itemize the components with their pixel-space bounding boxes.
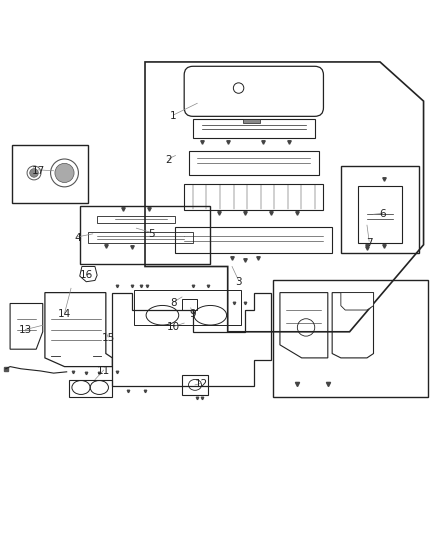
Text: 8: 8 [170, 298, 177, 309]
Bar [134, 290, 241, 325]
Text: 15: 15 [101, 333, 115, 343]
Text: 5: 5 [148, 229, 155, 239]
Bar [12, 144, 88, 204]
Text: 3: 3 [235, 277, 242, 287]
Bar [341, 166, 419, 254]
Text: 1: 1 [170, 111, 177, 122]
Text: 13: 13 [19, 325, 32, 335]
Text: 9: 9 [190, 309, 196, 319]
Bar [80, 206, 210, 264]
Circle shape [55, 163, 74, 182]
Text: 7: 7 [366, 238, 372, 247]
Bar [182, 299, 197, 310]
Text: 6: 6 [379, 209, 385, 219]
Text: 14: 14 [58, 309, 71, 319]
Polygon shape [341, 293, 374, 310]
Circle shape [30, 168, 39, 177]
Bar [243, 119, 260, 123]
Bar [182, 375, 208, 395]
Text: 11: 11 [97, 366, 110, 376]
Text: 17: 17 [32, 166, 45, 176]
Bar [273, 279, 428, 397]
Text: 2: 2 [166, 155, 172, 165]
Text: 12: 12 [195, 379, 208, 389]
Text: 10: 10 [167, 322, 180, 333]
Text: 16: 16 [80, 270, 93, 280]
Text: 4: 4 [74, 233, 81, 243]
Bar [358, 186, 402, 243]
